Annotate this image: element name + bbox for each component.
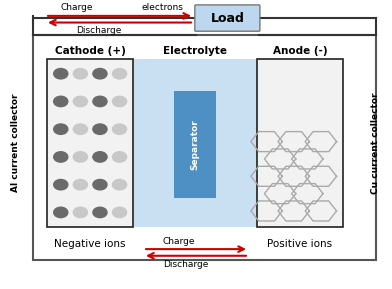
- Bar: [174, 91, 216, 198]
- Circle shape: [54, 152, 68, 162]
- Circle shape: [113, 152, 127, 162]
- Text: Load: Load: [211, 12, 244, 25]
- Circle shape: [54, 207, 68, 218]
- Circle shape: [73, 68, 87, 79]
- Text: Anode (-): Anode (-): [272, 46, 327, 55]
- Circle shape: [73, 124, 87, 134]
- Circle shape: [113, 207, 127, 218]
- Text: Discharge: Discharge: [76, 26, 122, 35]
- Text: Separator: Separator: [191, 119, 200, 170]
- Text: Cathode (+): Cathode (+): [55, 46, 125, 55]
- Bar: [47, 59, 133, 227]
- Circle shape: [54, 68, 68, 79]
- Circle shape: [73, 152, 87, 162]
- Text: Cu current collector: Cu current collector: [371, 92, 380, 194]
- Circle shape: [73, 179, 87, 190]
- Text: Negative ions: Negative ions: [54, 239, 126, 249]
- Circle shape: [113, 124, 127, 134]
- Text: Discharge: Discharge: [163, 260, 208, 269]
- Text: Positive ions: Positive ions: [267, 239, 332, 249]
- Circle shape: [54, 124, 68, 134]
- Bar: [133, 59, 257, 227]
- Circle shape: [54, 179, 68, 190]
- Text: electrons: electrons: [141, 3, 183, 12]
- Circle shape: [93, 68, 107, 79]
- Circle shape: [113, 179, 127, 190]
- Circle shape: [93, 207, 107, 218]
- Text: Charge: Charge: [61, 3, 93, 12]
- Text: Electrolyte: Electrolyte: [163, 46, 227, 55]
- FancyBboxPatch shape: [195, 5, 260, 31]
- Circle shape: [73, 96, 87, 107]
- Circle shape: [93, 179, 107, 190]
- Bar: [33, 35, 376, 260]
- Circle shape: [93, 96, 107, 107]
- Circle shape: [113, 96, 127, 107]
- Circle shape: [93, 124, 107, 134]
- Text: Al current collector: Al current collector: [11, 94, 20, 192]
- Circle shape: [113, 68, 127, 79]
- Circle shape: [73, 207, 87, 218]
- Text: Charge: Charge: [163, 237, 195, 246]
- Circle shape: [93, 152, 107, 162]
- Bar: [257, 59, 343, 227]
- Circle shape: [54, 96, 68, 107]
